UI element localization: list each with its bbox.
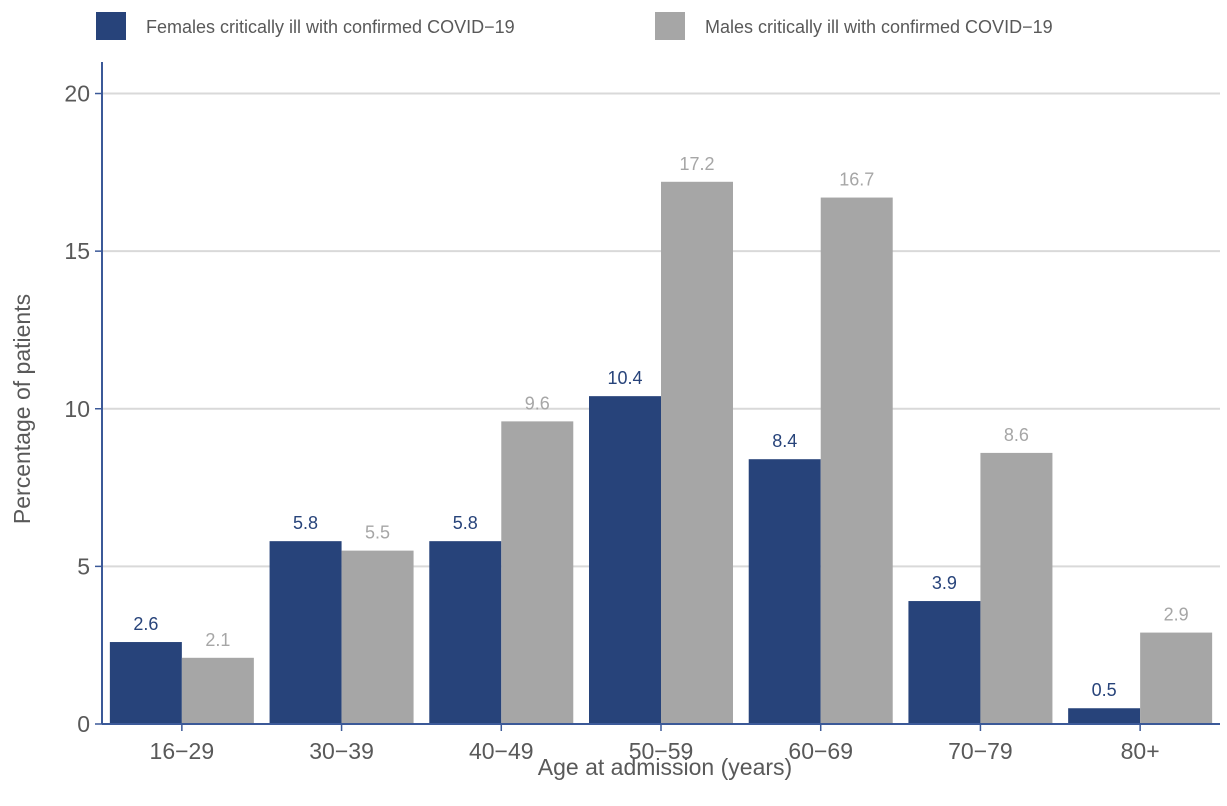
x-tick-label: 60−69 — [788, 738, 853, 764]
bar — [341, 550, 414, 724]
bar — [1140, 632, 1213, 724]
bar — [748, 459, 821, 724]
data-labels: 2.6 2.1 5.8 5.5 5.8 9.6 10.4 17.2 8.4 16.7 3.9 8.6 0… — [133, 154, 1188, 700]
bar — [501, 421, 574, 724]
x-tick-label: 70−79 — [948, 738, 1013, 764]
y-tick-label: 10 — [64, 396, 90, 422]
y-tick-label: 5 — [77, 553, 90, 579]
legend: Females critically ill with confirmed CO… — [96, 12, 1053, 40]
legend-label-males: Males critically ill with confirmed COVI… — [705, 17, 1053, 37]
bar — [181, 657, 254, 724]
data-label: 5.8 — [293, 513, 318, 533]
data-label: 5.8 — [453, 513, 478, 533]
legend-label-females: Females critically ill with confirmed CO… — [146, 17, 515, 37]
data-label: 5.5 — [365, 523, 390, 543]
data-label: 8.4 — [772, 431, 797, 451]
data-label: 10.4 — [607, 368, 642, 388]
data-label: 8.6 — [1004, 425, 1029, 445]
data-label: 2.9 — [1164, 605, 1189, 625]
data-label: 16.7 — [839, 170, 874, 190]
data-label: 9.6 — [525, 393, 550, 413]
bar — [589, 396, 661, 724]
x-tick-label: 30−39 — [309, 738, 374, 764]
data-label: 2.1 — [205, 630, 230, 650]
bar — [429, 541, 502, 724]
y-tick-label: 0 — [77, 711, 90, 737]
x-tick-label: 40−49 — [469, 738, 534, 764]
y-tick-label: 20 — [64, 81, 90, 107]
bars — [109, 181, 1213, 725]
x-tick-label: 80+ — [1121, 738, 1160, 764]
y-axis-title: Percentage of patients — [9, 294, 35, 524]
y-tick-labels: 0 5 10 15 20 — [64, 81, 102, 737]
data-label: 0.5 — [1092, 680, 1117, 700]
bar — [109, 642, 182, 724]
bar — [1068, 708, 1141, 724]
bar — [820, 197, 893, 725]
data-label: 17.2 — [679, 154, 714, 174]
data-label: 2.6 — [133, 614, 158, 634]
x-axis-title: Age at admission (years) — [538, 754, 792, 780]
bar — [980, 452, 1053, 724]
bar — [908, 601, 981, 724]
legend-swatch-females — [96, 12, 126, 40]
legend-swatch-males — [655, 12, 685, 40]
bar — [269, 541, 342, 724]
data-label: 3.9 — [932, 573, 957, 593]
bar — [661, 181, 733, 725]
x-tick-labels: 16−29 30−39 40−49 50−59 60−69 70−79 80+ — [150, 724, 1160, 764]
x-tick-label: 16−29 — [150, 738, 215, 764]
y-tick-label: 15 — [64, 238, 90, 264]
x-tick-label: 50−59 — [629, 738, 694, 764]
